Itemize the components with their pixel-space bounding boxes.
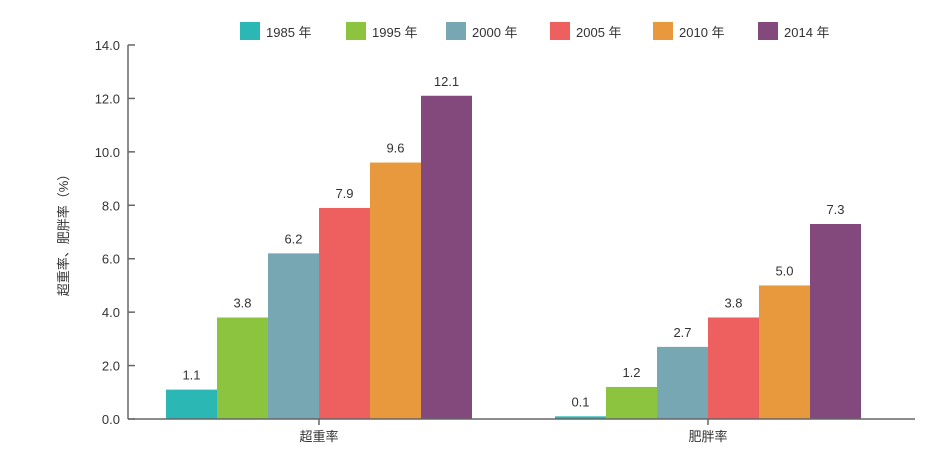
y-tick-label: 14.0 — [95, 38, 120, 53]
legend-swatch — [758, 22, 778, 40]
data-label: 3.8 — [724, 295, 742, 310]
x-tick-label: 超重率 — [299, 429, 338, 444]
y-tick-label: 8.0 — [102, 198, 120, 213]
y-tick-label: 2.0 — [102, 359, 120, 374]
bar — [555, 416, 606, 419]
bar — [708, 317, 759, 419]
data-label: 7.9 — [335, 186, 353, 201]
bar — [166, 389, 217, 419]
y-tick-label: 4.0 — [102, 305, 120, 320]
data-label: 1.2 — [622, 365, 640, 380]
legend-label: 2000 年 — [472, 25, 518, 40]
data-label: 9.6 — [386, 141, 404, 156]
data-label: 3.8 — [233, 295, 251, 310]
bar — [759, 285, 810, 419]
bar — [319, 207, 370, 419]
data-label: 0.1 — [571, 394, 589, 409]
data-label: 7.3 — [826, 202, 844, 217]
bar — [421, 95, 472, 419]
data-label: 1.1 — [182, 368, 200, 383]
bar — [370, 162, 421, 420]
legend-label: 2005 年 — [576, 25, 622, 40]
legend-label: 2010 年 — [679, 25, 725, 40]
x-tick-label: 肥胖率 — [688, 429, 727, 444]
bar — [268, 253, 319, 419]
y-tick-label: 6.0 — [102, 252, 120, 267]
bar — [217, 317, 268, 419]
legend-label: 1995 年 — [372, 25, 418, 40]
x-axis: 超重率 肥胖率 — [128, 418, 915, 444]
bar — [810, 223, 861, 419]
bars: 1.1 3.8 6.2 7.9 9.6 12.1 0.1 1.2 2.7 3.8 5.0 7.3 — [166, 74, 861, 420]
y-tick-label: 0.0 — [102, 412, 120, 427]
data-label: 2.7 — [673, 325, 691, 340]
legend-label: 2014 年 — [784, 25, 830, 40]
data-label: 12.1 — [434, 74, 459, 89]
legend-label: 1985 年 — [266, 25, 312, 40]
legend-swatch — [653, 22, 673, 40]
y-axis: 0.0 2.0 4.0 6.0 8.0 10.0 12.0 14.0 — [95, 38, 135, 427]
bar — [657, 346, 708, 419]
legend-swatch — [346, 22, 366, 40]
y-tick-label: 12.0 — [95, 91, 120, 106]
y-axis-label: 超重率、肥胖率（%） — [56, 168, 71, 297]
legend: 1985 年 1995 年 2000 年 2005 年 2010 年 2014 年 — [240, 22, 830, 40]
legend-swatch — [446, 22, 466, 40]
bar — [606, 386, 657, 419]
legend-swatch — [550, 22, 570, 40]
y-tick-label: 10.0 — [95, 145, 120, 160]
legend-swatch — [240, 22, 260, 40]
data-label: 5.0 — [775, 263, 793, 278]
data-label: 6.2 — [284, 231, 302, 246]
